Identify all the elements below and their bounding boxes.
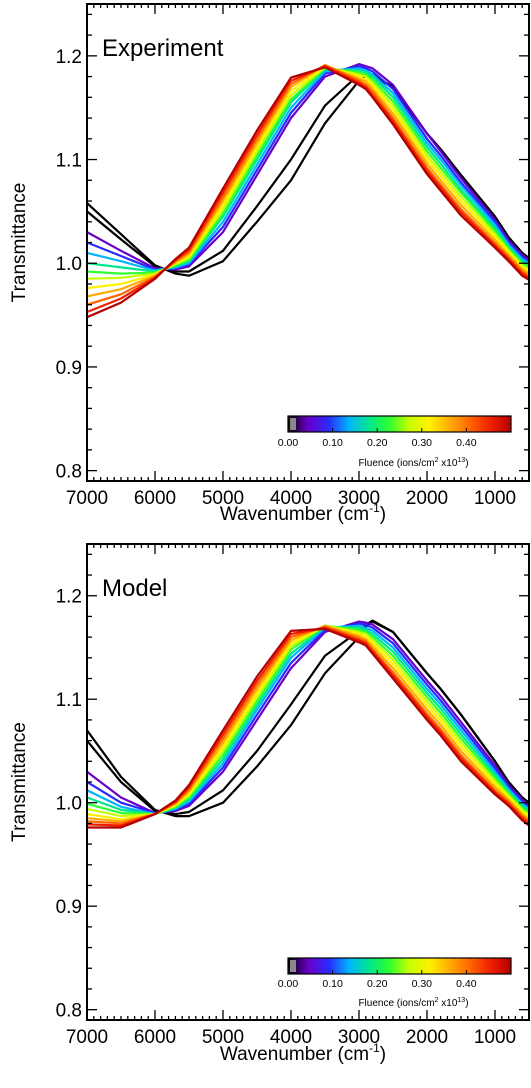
spectrum-line-1: [87, 71, 529, 273]
spectrum-line-6: [87, 67, 529, 275]
spectrum-line-7: [87, 624, 529, 818]
colorbar-title: Fluence (ions/cm2 x1013): [358, 457, 468, 469]
colorbar-tick-label: 0.00: [278, 437, 299, 449]
y-tick-label: 0.8: [56, 1001, 82, 1022]
plot-frame: [86, 543, 530, 1021]
colorbar-start-mark: [290, 960, 296, 972]
spectrum-line-2: [87, 620, 529, 815]
panel-title: Experiment: [102, 35, 224, 62]
y-tick-label: 0.8: [56, 462, 82, 483]
colorbar-tick-label: 0.20: [367, 437, 388, 449]
colorbar: 0.00 0.10 0.20 0.30 0.40 Fluence (ions/cm2 x1…: [278, 415, 512, 469]
colorbar-tick-label: 0.20: [367, 978, 388, 990]
colorbar-tick-label: 0.30: [412, 978, 433, 990]
x-tick-label: 3000: [338, 488, 380, 509]
series-group: [87, 619, 529, 829]
panel-experiment: 7000 6000 5000 4000 3000 2000 1000 0.8 0.9 1.0 1.1…: [9, 3, 530, 525]
series-group: [87, 62, 529, 319]
colorbar-gradient: [287, 957, 512, 975]
colorbar-tick-label: 0.10: [322, 437, 343, 449]
y-tick-label: 1.0: [56, 794, 82, 815]
y-tick-label: 1.0: [56, 254, 82, 275]
y-tick-label: 0.9: [56, 358, 82, 379]
x-tick-label: 3000: [338, 1027, 380, 1048]
x-tick-label: 5000: [202, 488, 244, 509]
colorbar: 0.00 0.10 0.20 0.30 0.40 Fluence (ions/cm2 x1…: [278, 957, 512, 1009]
spectrum-line-2: [87, 62, 529, 271]
colorbar-tick-label: 0.40: [456, 437, 477, 449]
x-tick-label: 4000: [270, 488, 312, 509]
colorbar-start-mark: [290, 418, 296, 430]
y-axis-title: Transmittance: [9, 722, 30, 842]
y-tick-label: 1.1: [56, 151, 82, 172]
colorbar-tick-label: 0.10: [322, 978, 343, 990]
spectrum-line-5: [87, 625, 529, 816]
x-tick-label: 4000: [270, 1027, 312, 1048]
x-tick-label: 2000: [406, 488, 448, 509]
y-axis-title: Transmittance: [9, 183, 30, 303]
spectrum-line-7: [87, 66, 529, 280]
colorbar-title: Fluence (ions/cm2 x1013): [358, 997, 468, 1009]
x-tick-label: 6000: [134, 1027, 176, 1048]
y-tick-label: 0.9: [56, 897, 82, 918]
spectrum-line-6: [87, 624, 529, 816]
x-tick-label: 7000: [66, 488, 108, 509]
x-tick-label: 2000: [406, 1027, 448, 1048]
panel-title: Model: [102, 575, 167, 602]
x-tick-label: 6000: [134, 488, 176, 509]
colorbar-tick-label: 0.00: [278, 978, 299, 990]
spectrum-line-4: [87, 624, 529, 816]
x-axis-title: Wavenumber (cm-1): [220, 501, 386, 525]
spectrum-line-5: [87, 68, 529, 273]
x-tick-label: 5000: [202, 1027, 244, 1048]
y-tick-label: 1.1: [56, 690, 82, 711]
spectrum-line-12: [87, 66, 529, 319]
x-tick-label: 7000: [66, 1027, 108, 1048]
colorbar-tick-label: 0.30: [412, 437, 433, 449]
y-tick-label: 1.2: [56, 587, 82, 608]
x-tick-label: 1000: [474, 488, 516, 509]
panel-model: 7000 6000 5000 4000 3000 2000 1000 0.8 0.9 1.0 1.1…: [9, 543, 530, 1065]
x-tick-label: 1000: [474, 1027, 516, 1048]
spectrum-line-12: [87, 627, 529, 829]
y-tick-label: 1.2: [56, 47, 82, 68]
x-axis-title: Wavenumber (cm-1): [220, 1041, 386, 1065]
colorbar-tick-label: 0.40: [456, 978, 477, 990]
colorbar-gradient: [287, 415, 512, 433]
